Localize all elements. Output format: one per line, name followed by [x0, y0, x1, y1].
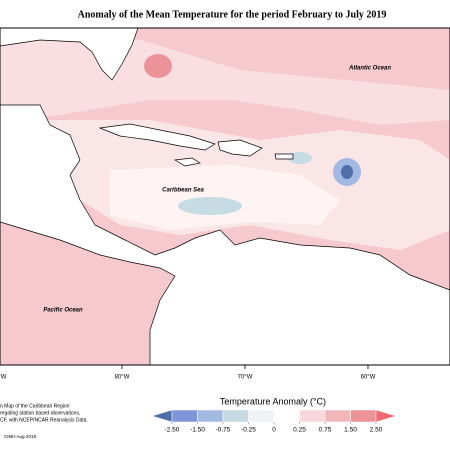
- land-cuba: [98, 123, 216, 151]
- longitude-label: 60°W: [361, 375, 376, 381]
- colorbar-swatch: [248, 409, 275, 423]
- colorbar-tick-label: -1.50: [190, 427, 205, 434]
- map-area: Atlantic Ocean Caribbean Sea Pacific Oce…: [0, 27, 450, 366]
- colorbar-swatch: [299, 409, 326, 423]
- longitude-label: 80°W: [115, 375, 130, 381]
- credit: CIMH Aug-2019: [4, 434, 37, 439]
- colorbar-swatch: [197, 409, 224, 423]
- land-hispaniola: [217, 139, 263, 157]
- title: Anomaly of the Mean Temperature for the …: [78, 9, 387, 20]
- colorbar-swatch: [222, 409, 249, 423]
- cool-anomaly: [178, 197, 242, 215]
- colorbar-tick-label: 1.50: [344, 427, 357, 434]
- colorbar-tick-label: -0.75: [216, 427, 231, 434]
- colorbar-tick-label: 0.75: [319, 427, 332, 434]
- anomaly-zone: [110, 165, 340, 230]
- ocean-label: Pacific Ocean: [43, 308, 83, 314]
- colorbar-extend-high: [375, 409, 397, 423]
- longitude-label: 90°W: [0, 375, 7, 381]
- sea-label: Caribbean Sea: [162, 188, 204, 194]
- cool-anomaly: [341, 165, 353, 179]
- colorbar-tick-label: -2.50: [165, 427, 180, 434]
- colorbar-title: Temperature Anomaly (°C): [220, 396, 326, 406]
- land-north-america: [0, 27, 139, 81]
- caption-line: regating station based observations,: [0, 410, 80, 416]
- land-puerto-rico: [274, 153, 294, 160]
- longitude-label: 70°W: [238, 375, 253, 381]
- colorbar-tick-label: 2.50: [370, 427, 383, 434]
- colorbar-tick-label: 0.25: [293, 427, 306, 434]
- colorbar-tick-label: -0.25: [241, 427, 256, 434]
- land-jamaica: [173, 157, 201, 167]
- colorbar-tick-label: 0: [272, 427, 276, 434]
- colorbar-swatch: [273, 409, 300, 423]
- caption-line: CF, with NCEP/NCAR Reanalysis Data.: [0, 417, 88, 423]
- colorbar-swatch: [324, 409, 351, 423]
- land-central-south-america: [0, 104, 450, 366]
- warm-anomaly: [144, 54, 172, 78]
- cool-anomaly: [288, 152, 312, 164]
- map-frame: [0, 27, 450, 366]
- caption-line: n Map of the Caribbean Region: [0, 403, 70, 409]
- colorbar-swatch: [171, 409, 198, 423]
- ocean-label: Atlantic Ocean: [348, 66, 391, 72]
- colorbar-swatch: [350, 409, 377, 423]
- colorbar-extend-low: [151, 409, 173, 423]
